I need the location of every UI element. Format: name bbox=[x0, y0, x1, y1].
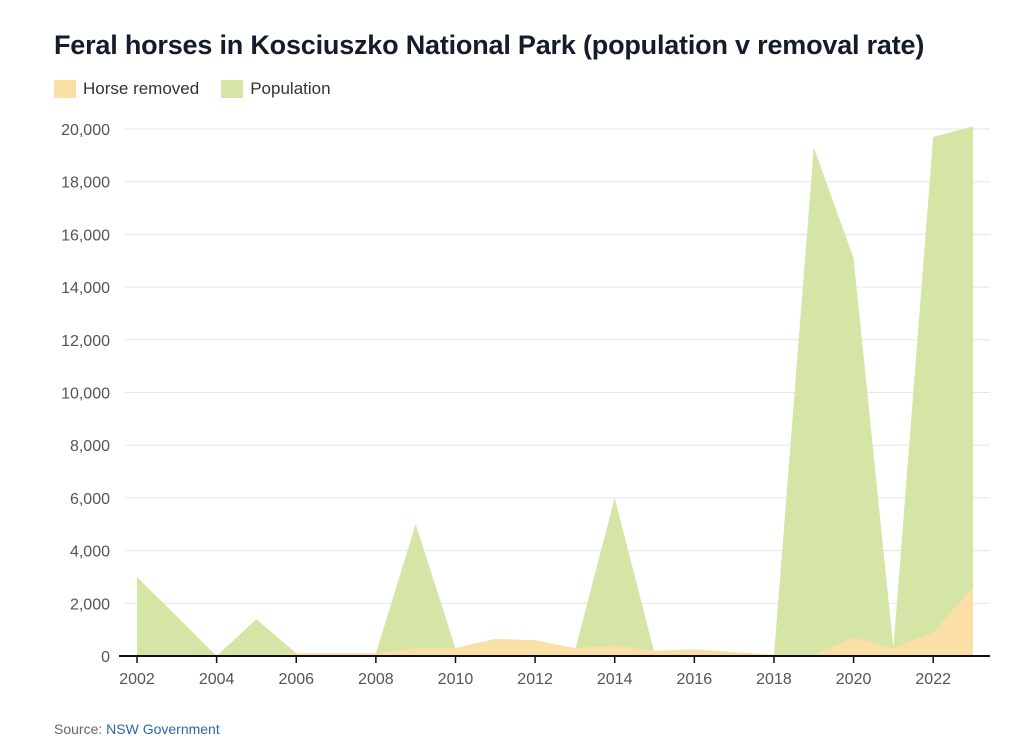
y-tick-label: 8,000 bbox=[70, 438, 110, 455]
x-tick-label: 2008 bbox=[358, 671, 394, 688]
y-tick-label: 16,000 bbox=[61, 227, 110, 244]
area-series-horse-removed bbox=[137, 587, 973, 656]
chart-title: Feral horses in Kosciuszko National Park… bbox=[54, 30, 925, 60]
legend-label-horse-removed: Horse removed bbox=[83, 79, 200, 98]
y-tick-label: 6,000 bbox=[70, 491, 110, 508]
x-tick-label: 2010 bbox=[438, 671, 474, 688]
legend-label-population: Population bbox=[250, 79, 331, 98]
x-tick-label: 2012 bbox=[517, 671, 553, 688]
x-tick-label: 2004 bbox=[199, 671, 235, 688]
source-prefix: Source: bbox=[54, 721, 107, 737]
y-tick-label: 10,000 bbox=[61, 386, 110, 403]
y-tick-label: 12,000 bbox=[61, 333, 110, 350]
y-tick-label: 20,000 bbox=[61, 122, 110, 139]
legend-swatch-horse-removed bbox=[54, 80, 76, 98]
legend-item-horse-removed: Horse removed bbox=[54, 79, 199, 99]
x-tick-label: 2002 bbox=[119, 671, 155, 688]
chart-legend: Horse removed Population bbox=[54, 79, 331, 99]
y-tick-label: 2,000 bbox=[70, 596, 110, 613]
y-tick-label: 4,000 bbox=[70, 544, 110, 561]
x-tick-label: 2018 bbox=[756, 671, 792, 688]
legend-swatch-population bbox=[221, 80, 244, 98]
y-tick-label: 18,000 bbox=[61, 175, 110, 192]
y-tick-label: 14,000 bbox=[61, 280, 110, 297]
source-note: Source: NSW Government bbox=[54, 721, 220, 737]
area-series-population bbox=[137, 126, 973, 657]
x-tick-label: 2016 bbox=[677, 671, 713, 688]
y-tick-label: 0 bbox=[101, 649, 110, 666]
x-tick-label: 2014 bbox=[597, 671, 633, 688]
x-tick-label: 2020 bbox=[836, 671, 872, 688]
source-link[interactable]: NSW Government bbox=[106, 721, 220, 737]
legend-item-population: Population bbox=[221, 79, 331, 99]
x-tick-label: 2022 bbox=[915, 671, 951, 688]
x-tick-label: 2006 bbox=[278, 671, 314, 688]
